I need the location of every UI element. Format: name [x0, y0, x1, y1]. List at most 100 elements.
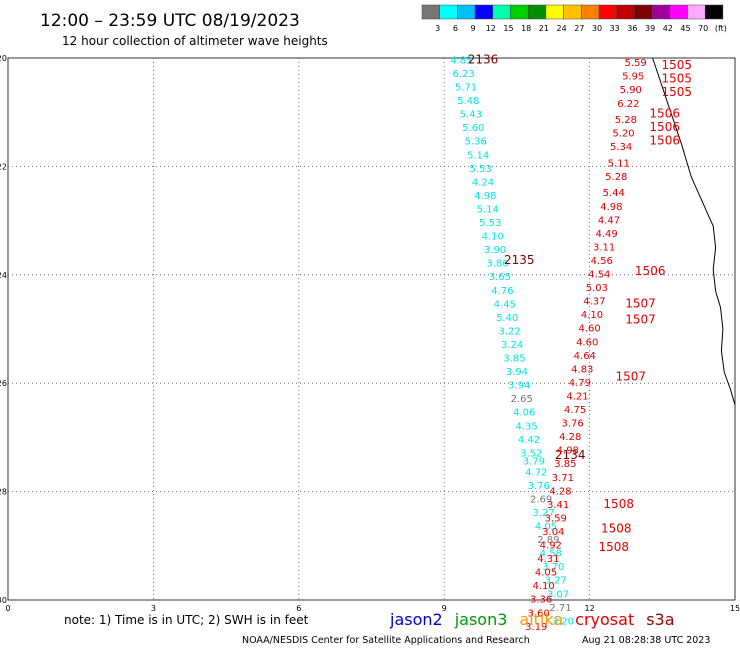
colorbar-label: 9 — [471, 24, 476, 33]
credit-right: Aug 21 08:28:38 UTC 2023 — [582, 635, 710, 646]
swh-label: 3.19 — [525, 622, 547, 633]
colorbar-swatch — [687, 4, 706, 20]
swh-label: 4.83 — [450, 55, 472, 66]
swh-label: 4.58 — [540, 549, 562, 560]
swh-label: 3.60 — [528, 608, 550, 619]
swh-label: 3.79 — [523, 457, 545, 468]
swh-label: 4.79 — [569, 378, 591, 389]
swh-label: 4.75 — [564, 405, 586, 416]
legend-s3a: s3a — [646, 610, 674, 629]
pass-label: 2135 — [504, 253, 535, 267]
colorbar-swatch — [510, 4, 529, 20]
swh-label: 4.21 — [566, 392, 588, 403]
x-tick-label: 0 — [5, 604, 10, 613]
swh-label: 3.71 — [552, 473, 574, 484]
swh-label: 4.42 — [518, 435, 540, 446]
swh-label: 4.60 — [576, 337, 598, 348]
swh-label: 5.03 — [586, 283, 608, 294]
swh-label: 4.06 — [513, 408, 535, 419]
swh-label: 4.49 — [595, 229, 617, 240]
pass-label: 1508 — [603, 497, 634, 511]
colorbar-swatch — [598, 4, 617, 20]
pass-label: 1506 — [649, 120, 680, 134]
swh-label: 5.28 — [605, 172, 627, 183]
colorbar-label: 21 — [539, 24, 549, 33]
swh-label: 5.43 — [460, 110, 482, 121]
y-tick-label: -20 — [0, 54, 7, 63]
colorbar-label: 45 — [680, 24, 690, 33]
swh-label: 3.11 — [593, 242, 615, 253]
plot-area: 0 3 6 9 12 15 -20 -22 -24 -26 -28 -30 4.83 6.23 5.71 5.… — [0, 52, 740, 632]
legend-cryosat: cryosat — [575, 610, 634, 629]
pass-label: 1506 — [635, 264, 666, 278]
colorbar-label: 24 — [557, 24, 567, 33]
swh-label: 4.83 — [571, 364, 593, 375]
swh-label: 4.10 — [532, 581, 554, 592]
colorbar-swatch — [545, 4, 564, 20]
colorbar-swatch — [421, 4, 440, 20]
swh-label: 3.76 — [561, 419, 583, 430]
swh-label: 4.98 — [474, 191, 496, 202]
swh-label: 3.90 — [484, 245, 506, 256]
colorbar-label: 27 — [574, 24, 584, 33]
swh-label: 3.52 — [520, 448, 542, 459]
swh-label: 4.35 — [515, 421, 537, 432]
colorbar-swatch — [704, 4, 724, 20]
swh-label: 5.34 — [610, 142, 632, 153]
pass-label: 1507 — [616, 370, 647, 384]
swh-label: 4.98 — [600, 202, 622, 213]
colorbar-swatch — [474, 4, 494, 20]
colorbar-label: 36 — [627, 24, 637, 33]
pass-label: 1508 — [599, 540, 630, 554]
swh-label: 5.44 — [603, 188, 625, 199]
colorbar-label: 70 — [698, 24, 708, 33]
swh-label: 4.72 — [525, 467, 547, 478]
swh-label: 3.76 — [528, 481, 550, 492]
swh-label: 4.56 — [591, 256, 613, 267]
swh-label: 5.71 — [455, 83, 477, 94]
series-jason3: 4.83 6.23 5.71 5.48 5.43 5.60 5.36 5.14 5.53 4.24… — [450, 52, 585, 627]
swh-label: 4.45 — [494, 299, 516, 310]
colorbar-swatch — [492, 4, 511, 20]
colorbar-swatch — [439, 4, 458, 20]
swh-label: 4.47 — [598, 215, 620, 226]
colorbar-legend: 3 6 9 12 15 18 21 24 27 30 33 36 39 42 45 70 (ft) — [421, 4, 727, 33]
swh-label: 4.92 — [540, 541, 562, 552]
swh-label: 3.65 — [489, 272, 511, 283]
chart-title: 12:00 – 23:59 UTC 08/19/2023 — [40, 11, 300, 31]
colorbar-swatch — [634, 4, 653, 20]
y-tick-label: -28 — [0, 488, 7, 497]
swh-label: 2.89 — [537, 535, 559, 546]
swh-label: 6.22 — [617, 99, 639, 110]
swh-label: 4.64 — [574, 351, 596, 362]
colorbar-swatch — [616, 4, 635, 20]
swh-label: 3.22 — [498, 326, 520, 337]
y-tick-label: -30 — [0, 596, 7, 605]
swh-label: 3.59 — [545, 513, 567, 524]
swh-label: 3.41 — [547, 500, 569, 511]
colorbar-label: 30 — [592, 24, 602, 33]
swh-label: 6.23 — [452, 69, 474, 80]
legend-jason2: jason2 — [389, 610, 443, 629]
colorbar-swatch — [563, 4, 582, 20]
swh-label: 5.11 — [608, 158, 630, 169]
swh-label: 4.10 — [482, 232, 504, 243]
swh-label: 4.98 — [557, 446, 579, 457]
swh-label: 3.86 — [486, 259, 508, 270]
x-tick-label: 12 — [585, 604, 595, 613]
pass-label: 1506 — [649, 107, 680, 121]
colorbar-label: 18 — [521, 24, 531, 33]
swh-label: 3.85 — [554, 459, 576, 470]
chart-subtitle: 12 hour collection of altimeter wave hei… — [62, 34, 328, 48]
swh-label: 4.76 — [491, 286, 513, 297]
swh-label: 5.53 — [479, 218, 501, 229]
swh-label: 3.94 — [508, 381, 530, 392]
swh-label: 4.10 — [581, 310, 603, 321]
pass-label: 1506 — [649, 134, 680, 148]
swh-label: 5.20 — [612, 129, 634, 140]
swh-label: 3.07 — [547, 589, 569, 600]
colorbar-label: 12 — [486, 24, 496, 33]
swh-label: 4.37 — [583, 297, 605, 308]
